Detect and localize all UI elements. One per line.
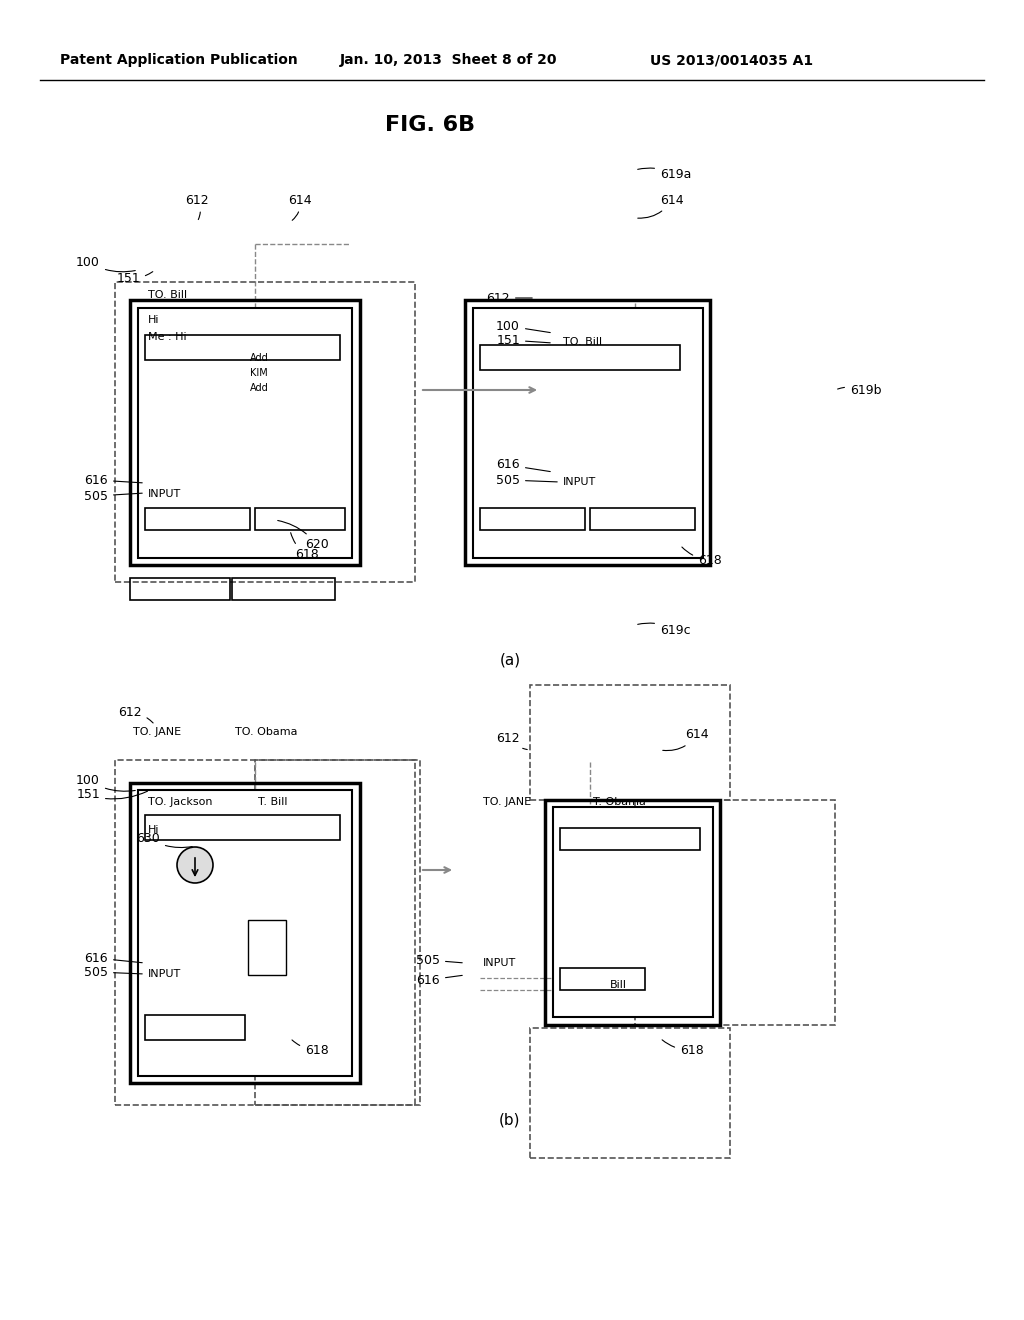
Text: TO. JANE: TO. JANE <box>133 727 181 737</box>
Text: TO. Jackson: TO. Jackson <box>148 797 213 807</box>
Text: 618: 618 <box>682 546 722 566</box>
Text: 614: 614 <box>288 194 312 220</box>
Text: 505: 505 <box>84 965 142 978</box>
Text: FIG. 6B: FIG. 6B <box>385 115 475 135</box>
Bar <box>145 814 340 840</box>
Text: INPUT: INPUT <box>148 969 181 979</box>
Bar <box>138 308 352 558</box>
Bar <box>590 508 695 531</box>
Circle shape <box>177 847 213 883</box>
Text: Me : Hi: Me : Hi <box>148 333 186 342</box>
Text: Bill: Bill <box>610 979 627 990</box>
Text: 616: 616 <box>417 974 462 986</box>
Text: (b): (b) <box>500 1113 521 1127</box>
Text: 612: 612 <box>497 731 527 750</box>
Bar <box>255 760 420 1105</box>
Text: 616: 616 <box>84 474 142 487</box>
Bar <box>130 300 360 565</box>
Bar <box>480 345 680 370</box>
Bar <box>473 308 703 558</box>
Bar <box>530 1028 730 1158</box>
Text: 616: 616 <box>84 952 142 965</box>
Text: 505: 505 <box>496 474 557 487</box>
Text: 612: 612 <box>118 705 154 723</box>
Bar <box>115 282 415 582</box>
Bar <box>465 300 710 565</box>
Bar <box>248 920 286 975</box>
Bar <box>553 807 713 1016</box>
Bar <box>138 789 352 1076</box>
Text: 619b: 619b <box>838 384 882 396</box>
Text: (a): (a) <box>500 652 520 668</box>
Text: Add: Add <box>250 352 268 363</box>
Text: 612: 612 <box>185 194 209 219</box>
Text: 620: 620 <box>278 520 329 552</box>
Text: TO. JANE: TO. JANE <box>483 797 531 807</box>
Text: Hi: Hi <box>148 315 160 325</box>
Text: Patent Application Publication: Patent Application Publication <box>60 53 298 67</box>
Text: 100: 100 <box>496 319 550 333</box>
Text: T. Bill: T. Bill <box>258 797 288 807</box>
Text: 505: 505 <box>84 490 142 503</box>
Text: T. Obama: T. Obama <box>593 797 646 807</box>
Text: 619a: 619a <box>638 168 691 181</box>
Text: 151: 151 <box>497 334 550 346</box>
Bar <box>145 508 250 531</box>
Text: INPUT: INPUT <box>148 488 181 499</box>
Text: INPUT: INPUT <box>563 477 596 487</box>
Text: 616: 616 <box>497 458 550 471</box>
Text: TO. Obama: TO. Obama <box>234 727 298 737</box>
Text: 618: 618 <box>292 1040 329 1056</box>
Text: Hi: Hi <box>148 825 160 836</box>
Bar <box>145 1015 245 1040</box>
Text: 100: 100 <box>76 256 135 272</box>
Bar <box>560 828 700 850</box>
Text: INPUT: INPUT <box>483 958 516 968</box>
Text: TO. Bill: TO. Bill <box>563 337 602 347</box>
Text: TO. Bill: TO. Bill <box>148 290 187 300</box>
Bar <box>130 578 230 601</box>
Text: 100: 100 <box>76 774 135 791</box>
Text: 505: 505 <box>416 953 462 966</box>
Bar <box>115 760 415 1105</box>
Text: 618: 618 <box>663 1040 703 1056</box>
Bar <box>530 685 730 800</box>
Bar <box>560 968 645 990</box>
Bar <box>145 335 340 360</box>
Text: US 2013/0014035 A1: US 2013/0014035 A1 <box>650 53 813 67</box>
Text: 612: 612 <box>486 292 532 305</box>
Text: 630: 630 <box>136 832 193 847</box>
Bar <box>130 783 360 1082</box>
Bar <box>545 800 720 1026</box>
Text: 151: 151 <box>117 272 153 285</box>
Text: 614: 614 <box>638 194 684 218</box>
Bar <box>635 800 835 1026</box>
Text: KIM: KIM <box>250 368 267 378</box>
Text: 618: 618 <box>291 533 318 561</box>
Text: Add: Add <box>250 383 268 393</box>
Bar <box>255 508 345 531</box>
Text: 151: 151 <box>76 788 147 801</box>
Bar <box>480 508 585 531</box>
Bar <box>232 578 335 601</box>
Text: 619c: 619c <box>638 623 690 636</box>
Text: 614: 614 <box>663 729 709 751</box>
Text: Jan. 10, 2013  Sheet 8 of 20: Jan. 10, 2013 Sheet 8 of 20 <box>340 53 557 67</box>
